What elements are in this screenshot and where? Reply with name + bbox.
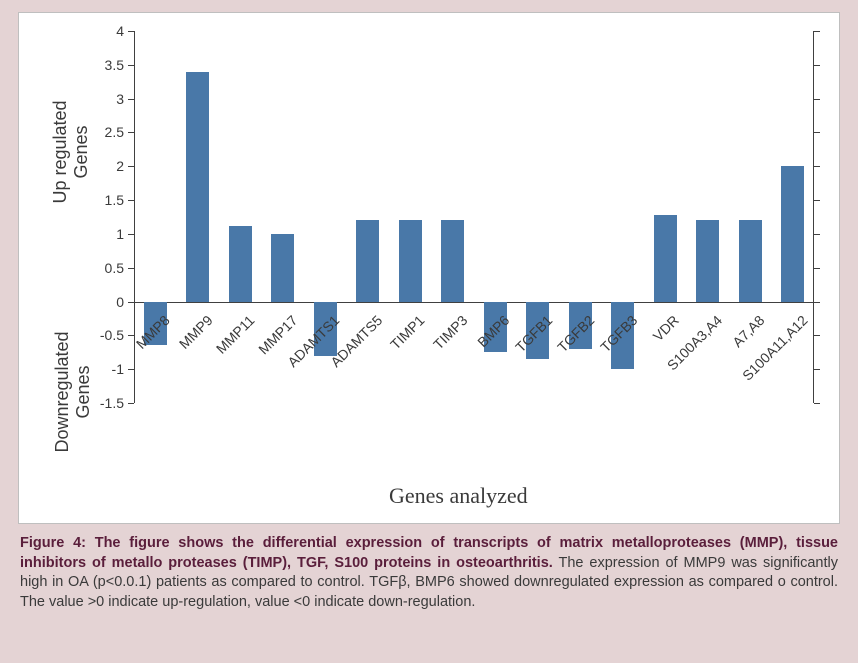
x-axis-title: Genes analyzed	[389, 483, 528, 509]
ytick-mark-right	[814, 65, 820, 66]
ytick-mark-right	[814, 99, 820, 100]
baseline-zero	[134, 302, 814, 303]
bar	[271, 234, 294, 302]
category-label: A7,A8	[729, 312, 767, 350]
ytick-mark-right	[814, 166, 820, 167]
category-label: VDR	[650, 312, 682, 344]
ytick-mark-right	[814, 335, 820, 336]
ytick-label: -0.5	[100, 327, 134, 343]
ytick-label: 0.5	[105, 260, 134, 276]
ytick-mark-right	[814, 234, 820, 235]
bar	[356, 220, 379, 301]
category-label: MMP9	[176, 312, 216, 352]
figure-caption: Figure 4: The figure shows the different…	[18, 534, 840, 612]
chart-panel: -1.5-1-0.500.511.522.533.54MMP8MMP9MMP11…	[18, 12, 840, 524]
y-up-line2: Genes	[71, 125, 91, 178]
ytick-mark-right	[814, 268, 820, 269]
ytick-label: 3.5	[105, 57, 134, 73]
ytick-mark-right	[814, 31, 820, 32]
category-label: MMP11	[213, 312, 258, 357]
ytick-mark-right	[814, 302, 820, 303]
ytick-label: 4	[116, 23, 134, 39]
bar	[399, 220, 422, 301]
category-label: TIMP3	[430, 312, 470, 352]
bar	[696, 220, 719, 301]
bar	[441, 220, 464, 301]
y-axis-label-up: Up regulated Genes	[50, 82, 92, 222]
figure-container: -1.5-1-0.500.511.522.533.54MMP8MMP9MMP11…	[0, 0, 858, 663]
ytick-mark-right	[814, 403, 820, 404]
bar	[739, 220, 762, 301]
plot-area: -1.5-1-0.500.511.522.533.54MMP8MMP9MMP11…	[134, 31, 814, 403]
y-axis-line	[134, 31, 135, 403]
bar	[781, 166, 804, 301]
category-label: TIMP1	[387, 312, 427, 352]
ytick-mark-right	[814, 369, 820, 370]
ytick-label: 0	[116, 294, 134, 310]
y-up-line1: Up regulated	[50, 100, 70, 203]
bar	[186, 72, 209, 302]
right-axis-line	[813, 31, 814, 403]
ytick-mark-right	[814, 132, 820, 133]
y-down-line2: Genes	[73, 365, 93, 418]
bar	[229, 226, 252, 302]
ytick-label: -1	[112, 361, 134, 377]
y-axis-label-down: Downregulated Genes	[52, 312, 94, 472]
ytick-label: 2.5	[105, 124, 134, 140]
y-down-line1: Downregulated	[52, 331, 72, 452]
ytick-label: -1.5	[100, 395, 134, 411]
ytick-label: 1.5	[105, 192, 134, 208]
ytick-label: 3	[116, 91, 134, 107]
ytick-label: 1	[116, 226, 134, 242]
ytick-label: 2	[116, 158, 134, 174]
ytick-mark-right	[814, 200, 820, 201]
bar	[654, 215, 677, 302]
